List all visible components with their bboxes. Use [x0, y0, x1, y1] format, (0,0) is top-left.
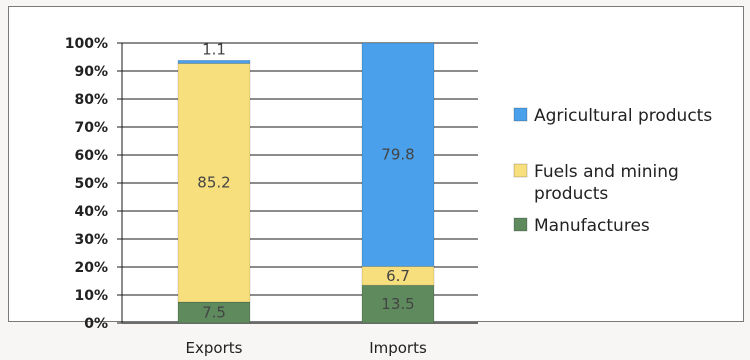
legend-swatch	[513, 107, 528, 122]
data-label: 1.1	[202, 40, 226, 58]
data-label: 79.8	[381, 146, 414, 164]
y-tick-label: 100%	[65, 36, 108, 52]
y-tick-label: 0%	[84, 316, 108, 332]
x-category-label: Exports	[186, 339, 243, 357]
data-label: 6.7	[386, 267, 410, 285]
legend-label: Manufactures	[534, 216, 650, 236]
legend-label: Fuels and mining	[534, 162, 679, 182]
y-tick-label: 60%	[74, 148, 108, 164]
data-label: 85.2	[197, 174, 230, 192]
y-tick-label: 90%	[74, 64, 108, 80]
bar-segment	[177, 63, 251, 303]
bar-segment	[177, 59, 251, 64]
data-label: 13.5	[381, 295, 414, 313]
legend-label: Agricultural products	[534, 106, 712, 126]
y-tick-label: 70%	[74, 120, 108, 136]
y-tick-label: 80%	[74, 92, 108, 108]
y-tick-label: 40%	[74, 204, 108, 220]
y-tick-label: 20%	[74, 260, 108, 276]
y-tick-label: 10%	[74, 288, 108, 304]
data-label: 7.5	[202, 304, 226, 322]
x-category-label: Imports	[369, 339, 427, 357]
y-tick-label: 50%	[74, 176, 108, 192]
legend-swatch	[513, 217, 528, 232]
bar-segment	[361, 42, 435, 267]
legend-label: products	[534, 184, 608, 204]
bar-segment	[361, 284, 435, 324]
legend-swatch	[513, 163, 528, 178]
y-tick-label: 30%	[74, 232, 108, 248]
